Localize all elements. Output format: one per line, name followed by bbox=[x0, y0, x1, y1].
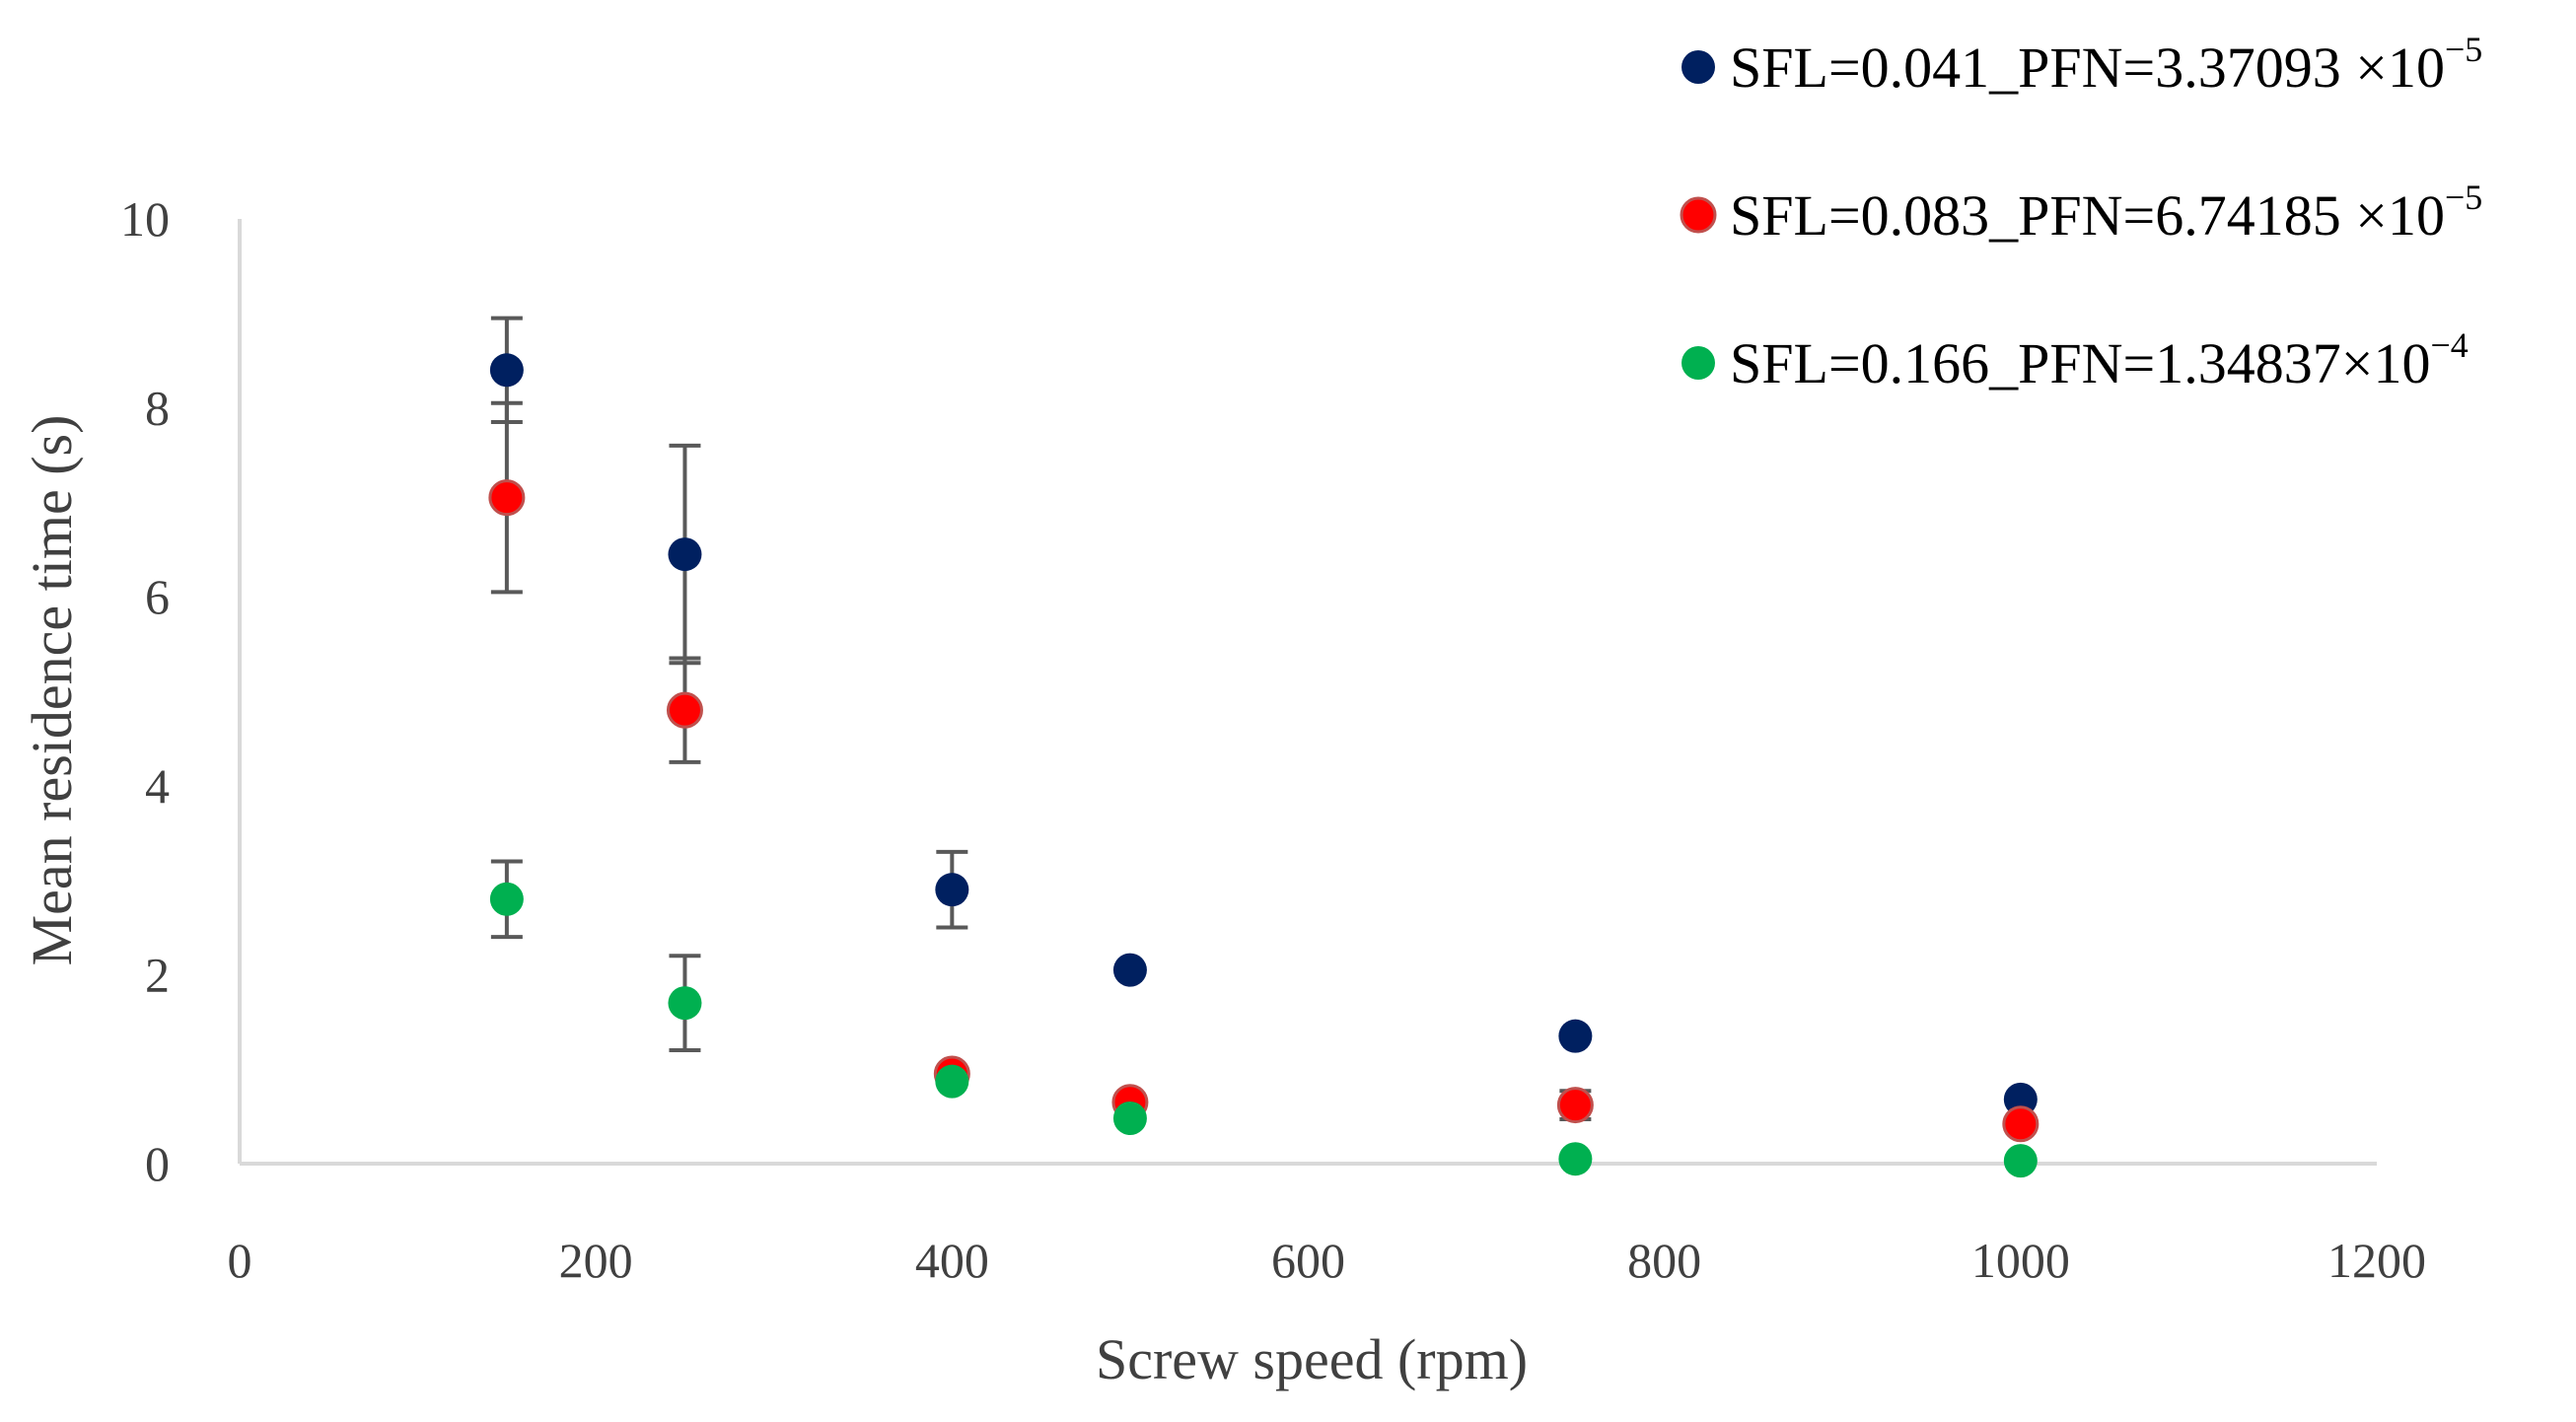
legend-label-series-1: SFL=0.041_PFN=3.37093 ×10−5 bbox=[1730, 30, 2482, 100]
x-tick-label: 600 bbox=[1271, 1233, 1345, 1288]
tick-labels: 0 200 400 600 800 1000 1200 0 2 4 6 8 10 bbox=[120, 191, 2426, 1288]
data-point-series-2 bbox=[1556, 1087, 1594, 1124]
data-point-series-1 bbox=[1558, 1019, 1593, 1053]
x-tick-label: 0 bbox=[228, 1233, 252, 1288]
data-point-series-2 bbox=[488, 479, 526, 517]
x-tick-label: 200 bbox=[559, 1233, 633, 1288]
x-tick-label: 1000 bbox=[1971, 1233, 2070, 1288]
data-point-series-2 bbox=[2002, 1105, 2039, 1143]
data-point-series-1 bbox=[935, 873, 969, 907]
legend: SFL=0.041_PFN=3.37093 ×10−5 SFL=0.083_PFN… bbox=[1680, 30, 2482, 395]
legend-exponent: −4 bbox=[2430, 325, 2468, 365]
y-tick-label: 0 bbox=[145, 1136, 170, 1191]
y-axis-title: Mean residence time (s) bbox=[20, 415, 84, 966]
error-bars bbox=[490, 316, 1592, 1121]
data-point-series-3 bbox=[668, 986, 702, 1021]
data-point-series-3 bbox=[1558, 1142, 1593, 1176]
y-tick-label: 2 bbox=[145, 947, 170, 1002]
x-tick-label: 1200 bbox=[2327, 1233, 2426, 1288]
legend-exponent: −5 bbox=[2445, 178, 2482, 217]
data-point-series-1 bbox=[668, 537, 702, 572]
data-point-series-3 bbox=[489, 882, 524, 916]
legend-marker-series-3 bbox=[1682, 346, 1715, 380]
legend-exponent: −5 bbox=[2445, 30, 2482, 69]
legend-label-series-3: SFL=0.166_PFN=1.34837×10−4 bbox=[1730, 325, 2469, 395]
data-point-series-2 bbox=[666, 691, 703, 729]
legend-label-series-2: SFL=0.083_PFN=6.74185 ×10−5 bbox=[1730, 178, 2482, 248]
data-point-series-1 bbox=[489, 353, 524, 388]
data-points bbox=[488, 353, 2039, 1178]
y-tick-label: 4 bbox=[145, 758, 170, 814]
x-tick-label: 800 bbox=[1627, 1233, 1701, 1288]
data-point-series-1 bbox=[1112, 953, 1147, 987]
data-point-series-3 bbox=[1112, 1102, 1147, 1136]
x-axis-title: Screw speed (rpm) bbox=[1096, 1327, 1528, 1391]
data-point-series-3 bbox=[2003, 1144, 2038, 1178]
y-tick-label: 10 bbox=[120, 191, 170, 247]
legend-marker-series-1 bbox=[1682, 50, 1715, 84]
y-tick-label: 8 bbox=[145, 381, 170, 436]
data-point-series-3 bbox=[935, 1064, 969, 1099]
legend-marker-series-2 bbox=[1680, 196, 1717, 234]
x-tick-label: 400 bbox=[915, 1233, 989, 1288]
y-tick-label: 6 bbox=[145, 569, 170, 624]
